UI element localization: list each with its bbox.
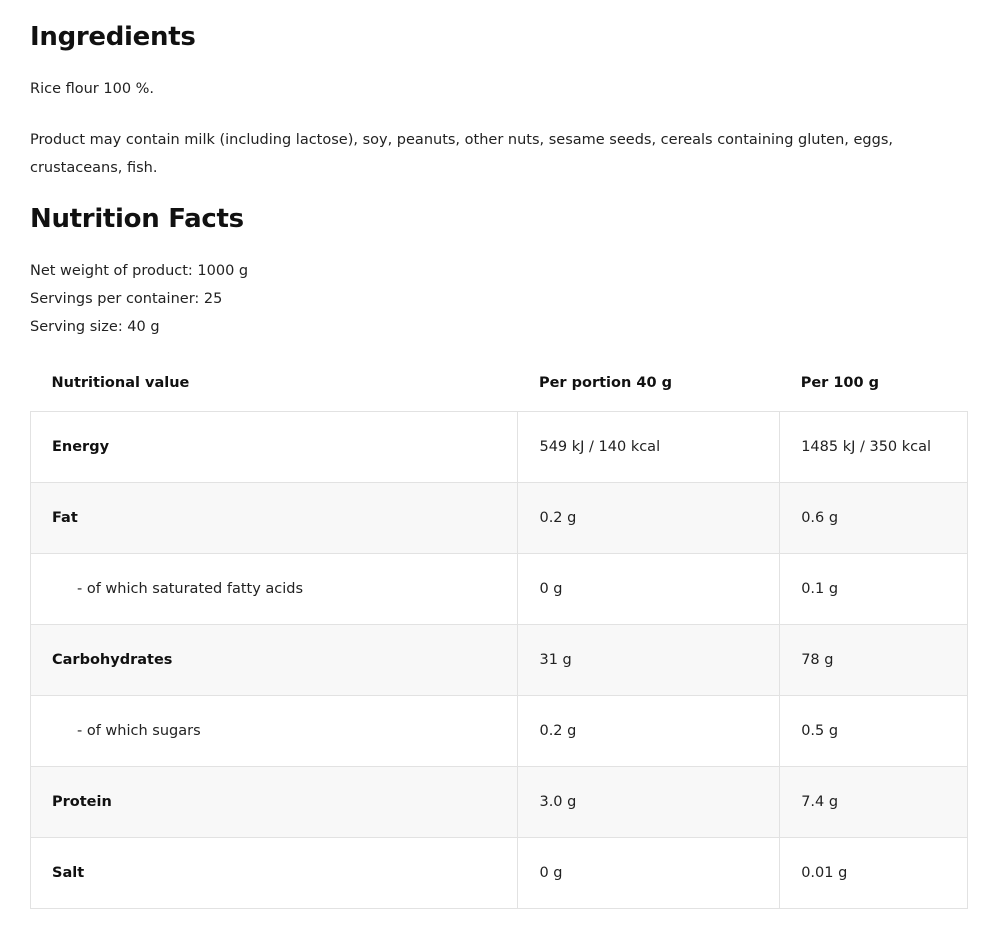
per-portion-value: 0 g <box>517 553 781 625</box>
per-100g-value: 0.01 g <box>779 837 968 909</box>
table-row: - of which sugars 0.2 g 0.5 g <box>29 695 968 767</box>
per-100g-value: 78 g <box>779 624 968 696</box>
nutrient-name: Fat <box>29 482 519 554</box>
header-nutritional-value: Nutritional value <box>51 375 190 391</box>
per-portion-value: 31 g <box>517 624 781 696</box>
serving-size: Serving size: 40 g <box>30 319 160 335</box>
nutrient-name: Salt <box>29 837 519 909</box>
nutrient-name: - of which sugars <box>29 695 519 767</box>
per-portion-value: 0 g <box>517 837 781 909</box>
per-portion-value: 0.2 g <box>517 482 781 554</box>
nutrition-table: Nutritional value Per portion 40 g Per 1… <box>29 355 968 909</box>
per-portion-value: 3.0 g <box>517 766 781 838</box>
nutrient-name: Protein <box>29 766 519 838</box>
ingredients-text: Rice flour 100 %. <box>30 81 155 97</box>
per-100g-value: 7.4 g <box>779 766 968 838</box>
table-row: Salt 0 g 0.01 g <box>29 837 968 909</box>
nutrient-name: Energy <box>29 411 519 483</box>
table-row: - of which saturated fatty acids 0 g 0.1 g <box>29 553 968 625</box>
table-row: Energy 549 kJ / 140 kcal 1485 kJ / 350 kca… <box>29 411 968 483</box>
nutrition-heading: Nutrition Facts <box>30 204 244 234</box>
table-header-row: Nutritional value Per portion 40 g Per 1… <box>31 355 968 412</box>
per-portion-value: 0.2 g <box>517 695 781 767</box>
net-weight: Net weight of product: 1000 g <box>30 263 249 279</box>
servings-per-container: Servings per container: 25 <box>30 291 223 307</box>
per-100g-value: 1485 kJ / 350 kcal <box>779 411 968 483</box>
nutrient-name: - of which saturated fatty acids <box>29 553 519 625</box>
table-row: Carbohydrates 31 g 78 g <box>29 624 968 696</box>
per-portion-value: 549 kJ / 140 kcal <box>517 411 781 483</box>
per-100g-value: 0.6 g <box>779 482 968 554</box>
header-per-portion: Per portion 40 g <box>538 375 672 391</box>
ingredients-heading: Ingredients <box>30 22 196 52</box>
per-100g-value: 0.1 g <box>779 553 968 625</box>
table-row: Protein 3.0 g 7.4 g <box>29 766 968 838</box>
nutrient-name: Carbohydrates <box>29 624 519 696</box>
table-row: Fat 0.2 g 0.6 g <box>29 482 968 554</box>
per-100g-value: 0.5 g <box>779 695 968 767</box>
allergens-text: Product may contain milk (including lact… <box>30 132 893 176</box>
header-per-100g: Per 100 g <box>800 375 880 391</box>
